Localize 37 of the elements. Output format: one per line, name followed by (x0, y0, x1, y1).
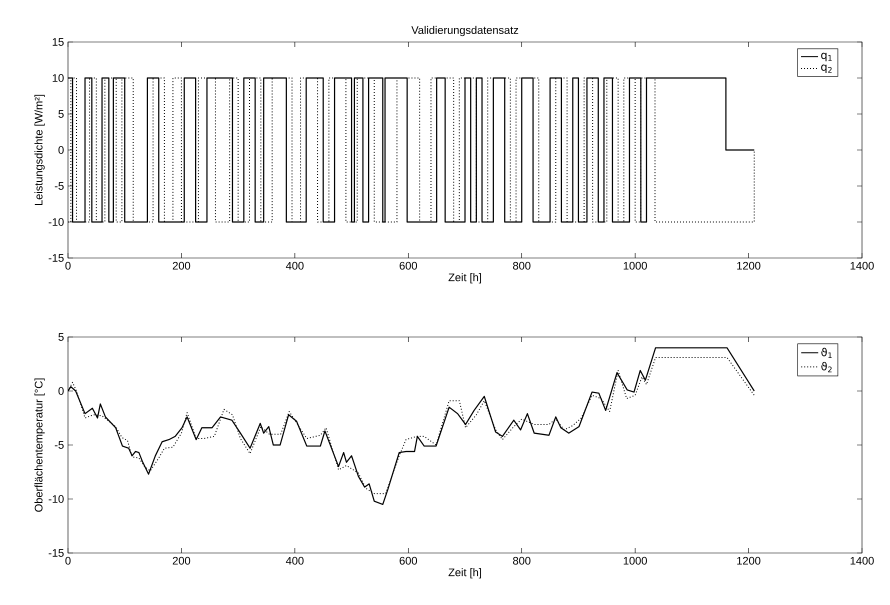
y-tick-label: -10 (48, 495, 64, 503)
y-tick-label: 10 (52, 74, 64, 82)
y-tick-label: 5 (58, 110, 64, 118)
y-axis-title: Oberflächentemperatur [°C] (34, 378, 45, 512)
legend-label: ϑ$_{1}$ (821, 348, 832, 358)
x-tick-label: 400 (286, 262, 304, 270)
y-tick-label: -5 (54, 441, 64, 449)
x-tick-label: 800 (513, 556, 530, 565)
x-tick-label: 600 (400, 262, 418, 270)
y-tick-label: -15 (48, 254, 64, 262)
y-tick-label: -15 (48, 549, 64, 557)
x-tick-label: 600 (400, 556, 418, 565)
y-tick-label: 15 (52, 38, 64, 46)
x-axis-title: Zeit [h] (448, 568, 482, 578)
legend-label: q$_{1}$ (821, 52, 832, 62)
y-tick-label: 0 (58, 387, 64, 395)
x-axis-title: Zeit [h] (448, 273, 482, 284)
x-tick-label: 0 (65, 556, 71, 565)
x-tick-label: 200 (172, 262, 190, 270)
chart-title: Validierungsdatensatz (411, 26, 518, 36)
x-tick-label: 200 (172, 556, 190, 565)
y-tick-label: 5 (58, 333, 64, 341)
x-tick-label: 800 (513, 262, 530, 270)
x-tick-label: 400 (286, 556, 304, 565)
y-tick-label: 0 (58, 146, 64, 154)
x-tick-label: 1200 (737, 262, 760, 270)
x-tick-label: 1000 (624, 556, 647, 565)
y-tick-label: -10 (48, 218, 64, 226)
x-tick-label: 1400 (850, 556, 874, 565)
x-tick-label: 0 (65, 262, 71, 270)
y-tick-label: -5 (54, 182, 64, 190)
legend-label: q$_{2}$ (821, 64, 832, 73)
x-tick-label: 1400 (850, 262, 874, 270)
legend-label: ϑ$_{2}$ (821, 362, 832, 372)
x-tick-label: 1200 (737, 556, 760, 565)
y-axis-title: Leistungsdichte [W/m²] (34, 94, 45, 206)
x-tick-label: 1000 (624, 262, 647, 270)
